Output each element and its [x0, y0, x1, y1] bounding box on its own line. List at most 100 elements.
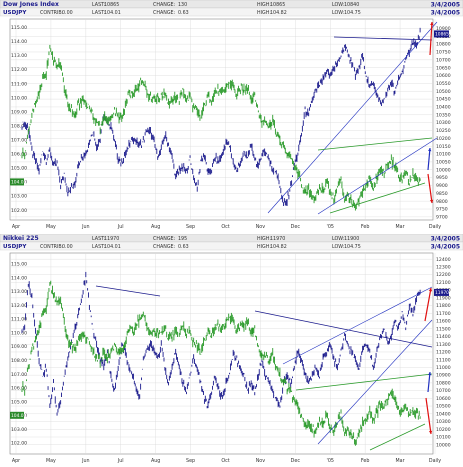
last-label: LAST: [92, 2, 106, 8]
x-tick-label: Daily [429, 458, 441, 464]
left-tick-label: 108.00 [11, 358, 27, 364]
header-date: 3/4/2005 [431, 2, 460, 9]
right-tick-label: 11700 [436, 311, 451, 317]
arrow-head [429, 199, 434, 203]
right-tick-label: 11500 [436, 326, 451, 332]
x-tick-label: Jul [117, 224, 124, 230]
index-name: Dow Jones Index [3, 1, 59, 8]
arrow-head [428, 372, 432, 376]
right-tick-label: 10900 [436, 26, 451, 32]
left-tick-label: 113.00 [11, 289, 27, 295]
contrib-value: 0.00 [62, 10, 73, 16]
x-tick-label: Aug [151, 224, 160, 230]
index-price-tag-text: 11970 [435, 290, 449, 296]
low-label: LOW: [332, 236, 345, 242]
right-tick-label: 10150 [436, 144, 451, 150]
left-tick-label: 103.00 [11, 194, 27, 200]
usdjpy-price-tag [10, 411, 24, 419]
right-tick-label: 11300 [436, 342, 451, 348]
trend-line [295, 373, 433, 391]
right-tick-label: 10650 [436, 65, 451, 71]
right-tick-label: 11000 [436, 365, 451, 371]
left-tick-label: 109.00 [11, 344, 27, 350]
last-value: 11970 [104, 236, 119, 242]
arrow-head [428, 148, 432, 152]
trend-line [254, 310, 433, 348]
right-tick-label: 9900 [436, 183, 448, 189]
trend-line [282, 286, 433, 365]
forecast-arrow [427, 173, 433, 204]
x-tick-label: Apr [12, 458, 20, 464]
trend-line [95, 285, 161, 297]
right-tick-label: 11200 [436, 350, 451, 356]
low-label: LOW: [332, 2, 345, 8]
left-tick-label: 105.00 [11, 166, 27, 172]
x-tick-label: Feb [361, 224, 370, 230]
left-tick-label: 115.00 [11, 262, 27, 268]
pair-name: USDJPY [3, 244, 27, 250]
dow-usdjpy-chart: Dow Jones Index LAST:10865 CHANGE: 130 HIGH:… [0, 0, 463, 230]
right-tick-label: 9800 [436, 199, 448, 205]
right-tick-label: 11400 [436, 334, 451, 340]
last-value: 10865 [104, 2, 119, 8]
trend-line [329, 182, 426, 214]
subheader-bar [0, 241, 463, 251]
left-tick-label: 109.00 [11, 109, 27, 115]
left-tick-label: 112.00 [11, 67, 27, 73]
x-tick-label: Sep [186, 458, 195, 464]
index-price-tag [434, 288, 449, 296]
right-tick-label: 12200 [436, 272, 451, 278]
right-tick-label: 10400 [436, 105, 451, 111]
right-tick-label: 10400 [436, 411, 451, 417]
x-tick-label: Dec [291, 224, 301, 230]
trend-line [267, 21, 438, 214]
low-value: 11900 [344, 236, 359, 242]
usdjpy-series [21, 44, 421, 211]
trend-line [333, 36, 433, 41]
x-tick-label: Oct [221, 224, 229, 230]
high-value: 11970 [270, 236, 285, 242]
arrow-head [430, 22, 434, 26]
left-tick-label: 113.00 [11, 53, 27, 59]
right-tick-label: 11600 [436, 319, 451, 325]
left-tick-label: 108.00 [11, 123, 27, 129]
pair-name: USDJPY [3, 10, 27, 16]
x-tick-label: Aug [151, 458, 160, 464]
forecast-arrow [425, 397, 432, 435]
sub-high-label: HIGH: [257, 10, 271, 16]
change-value: 195 [178, 236, 187, 242]
x-tick-label: Jun [81, 458, 90, 464]
right-tick-label: 10450 [436, 97, 451, 103]
trend-line [317, 137, 438, 215]
left-tick-label: 114.00 [11, 275, 27, 281]
x-tick-label: Sep [186, 224, 195, 230]
left-tick-label: 115.00 [11, 25, 27, 31]
low-value: 10840 [344, 2, 359, 8]
index-price-tag-text: 10865 [435, 32, 449, 38]
sub-last-value: 104.01 [104, 10, 121, 16]
high-label: HIGH: [257, 2, 271, 8]
right-tick-label: 9750 [436, 207, 448, 213]
change-label: CHANGE: [153, 2, 176, 8]
x-tick-label: Dec [291, 458, 301, 464]
sub-low-value: 104.75 [344, 10, 361, 16]
left-tick-label: 111.00 [11, 317, 27, 323]
right-tick-label: 10600 [436, 73, 451, 79]
plot-frame [9, 18, 434, 221]
right-tick-label: 10000 [436, 442, 451, 448]
sub-last-label: LAST: [92, 10, 106, 16]
right-tick-label: 9850 [436, 191, 448, 197]
right-tick-label: 10700 [436, 388, 451, 394]
right-tick-label: 11100 [436, 357, 451, 363]
left-tick-label: 106.00 [11, 386, 27, 392]
sub-high-label: HIGH: [257, 244, 271, 250]
contrib-label: CONTRIB: [40, 244, 64, 250]
x-tick-label: Oct [221, 458, 229, 464]
x-tick-label: Mar [396, 224, 405, 230]
subheader-bar [0, 7, 463, 17]
left-tick-label: 105.00 [11, 399, 27, 405]
x-tick-label: Nov [256, 458, 266, 464]
trend-line [369, 423, 426, 451]
right-tick-label: 10750 [436, 50, 451, 56]
right-tick-label: 10300 [436, 120, 451, 126]
